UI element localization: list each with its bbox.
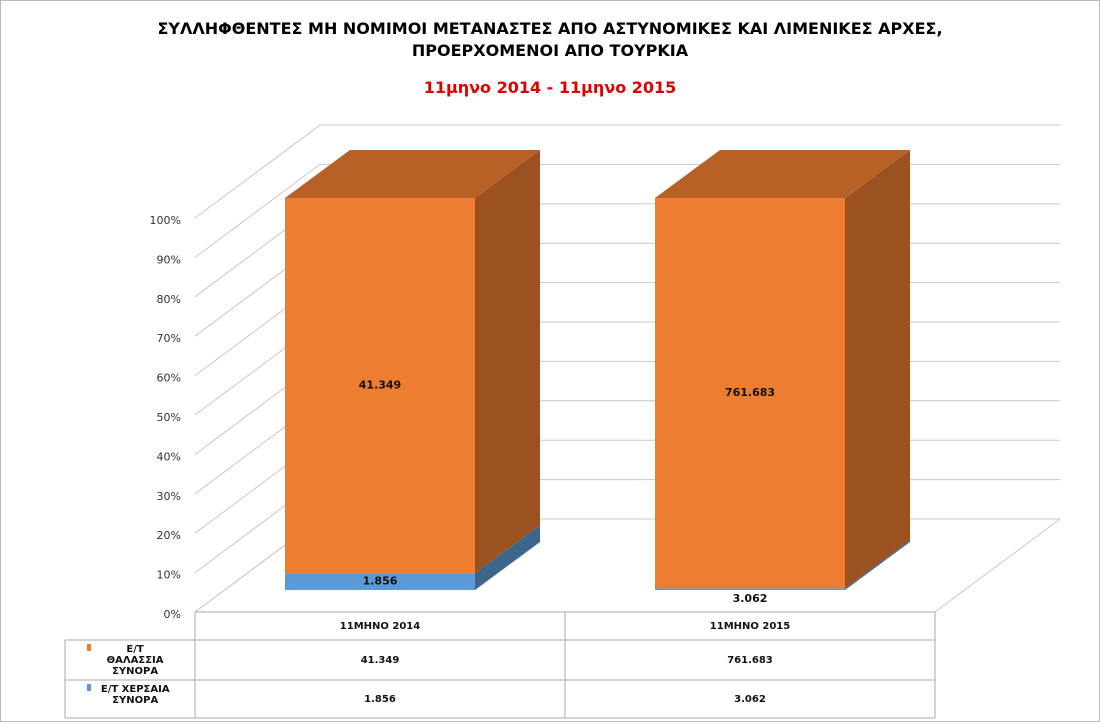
- bar: [285, 198, 475, 574]
- legend-key: [87, 644, 92, 651]
- y-tick-label: 0%: [164, 608, 181, 621]
- bar-side: [845, 540, 910, 590]
- table-value: 3.062: [734, 693, 766, 705]
- table-value: 761.683: [727, 654, 773, 666]
- chart-subtitle: 11μηνο 2014 - 11μηνο 2015: [423, 78, 677, 97]
- y-tick-label: 100%: [150, 214, 181, 227]
- bar: [655, 198, 845, 589]
- bar-top: [285, 150, 540, 198]
- x-tick-label: 11ΜΗΝΟ 2015: [709, 620, 791, 632]
- x-tick-label: 11ΜΗΝΟ 2014: [339, 620, 421, 632]
- bar-side: [845, 150, 910, 589]
- legend-key: [87, 684, 92, 691]
- bar: [655, 588, 845, 590]
- y-tick-label: 60%: [157, 372, 181, 385]
- grid-line: [194, 124, 1060, 219]
- legend-entry: Ε/Τ ΘΑΛΑΣΣΙΑ ΣΥΝΟΡΑ: [65, 640, 195, 680]
- data-label: 1.856: [363, 575, 398, 588]
- y-tick-label: 10%: [157, 569, 181, 582]
- legend-label: Ε/Τ ΘΑΛΑΣΣΙΑ ΣΥΝΟΡΑ: [106, 644, 164, 677]
- y-tick-label: 30%: [157, 490, 181, 503]
- bar: [285, 573, 475, 590]
- y-tick-label: 90%: [157, 253, 181, 266]
- bar-top: [655, 150, 910, 198]
- bar-side: [475, 150, 540, 574]
- table-value: 41.349: [360, 654, 400, 666]
- y-tick-label: 50%: [157, 411, 181, 424]
- bar-side: [475, 525, 540, 590]
- table-value: 1.856: [364, 693, 396, 705]
- y-tick-label: 70%: [157, 332, 181, 345]
- data-label: 761.683: [725, 386, 775, 399]
- legend-label: Ε/Τ ΧΕΡΣΑΙΑ ΣΥΝΟΡΑ: [100, 684, 170, 706]
- y-tick-label: 80%: [157, 293, 181, 306]
- y-tick-label: 20%: [157, 529, 181, 542]
- data-label: 41.349: [359, 379, 401, 392]
- chart-title: ΣΥΛΛΗΦΘΕΝΤΕΣ ΜΗ ΝΟΜΙΜΟΙ ΜΕΤΑΝΑΣΤΕΣ ΑΠΟ Α…: [157, 19, 943, 60]
- data-label: 3.062: [733, 592, 768, 605]
- legend-entry: Ε/Τ ΧΕΡΣΑΙΑ ΣΥΝΟΡΑ: [65, 680, 195, 718]
- y-tick-label: 40%: [157, 450, 181, 463]
